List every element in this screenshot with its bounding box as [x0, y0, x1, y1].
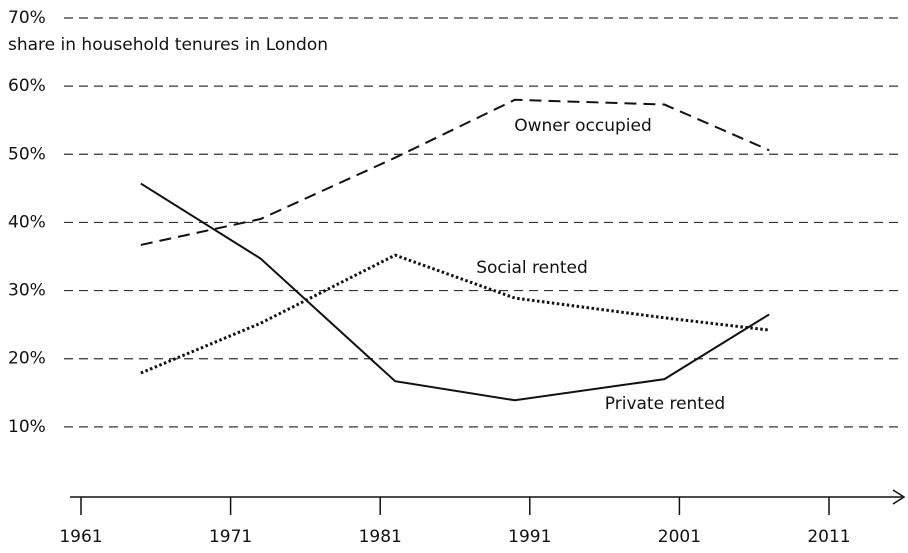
y-tick-label: 20%: [8, 349, 46, 369]
y-tick-label: 30%: [8, 281, 46, 301]
y-tick-label: 40%: [8, 212, 46, 232]
x-tick-label: 1971: [209, 527, 252, 547]
series-label: Social rented: [476, 258, 588, 278]
x-tick-label: 1981: [359, 527, 402, 547]
x-axis-arrow: [892, 489, 906, 505]
y-tick-label: 70%: [8, 8, 46, 28]
line: [140, 253, 770, 375]
y-tick-label: 10%: [8, 417, 46, 437]
chart-subtitle: share in household tenures in London: [8, 35, 328, 55]
line: [140, 182, 770, 402]
line: [140, 98, 770, 246]
x-tick-label: 1961: [59, 527, 102, 547]
x-tick-label: 2001: [658, 527, 701, 547]
y-tick-label: 50%: [8, 144, 46, 164]
x-tick-label: 2011: [807, 527, 850, 547]
x-tick-label: 1991: [508, 527, 551, 547]
series-label: Owner occupied: [514, 116, 652, 136]
y-tick-label: 60%: [8, 76, 46, 96]
series-label: Private rented: [605, 394, 725, 414]
